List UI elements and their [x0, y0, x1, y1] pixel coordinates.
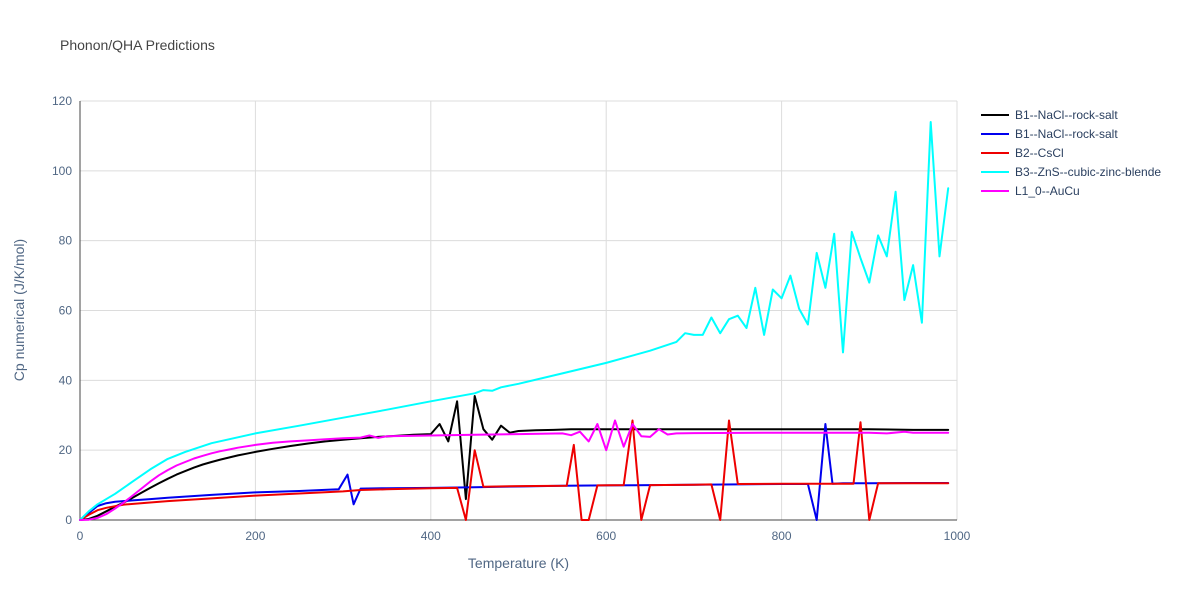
- x-tick-label: 1000: [944, 529, 971, 543]
- y-tick-label: 20: [59, 443, 73, 457]
- plot-area: [79, 121, 950, 521]
- legend-item-2[interactable]: B2--CsCl: [981, 146, 1064, 160]
- tick-labels: 0 200 400 600 800 1000 0 20 40 60 80 100 120: [52, 94, 971, 543]
- y-tick-label: 80: [59, 234, 73, 248]
- y-tick-label: 120: [52, 94, 72, 108]
- axes: [79, 101, 957, 521]
- y-axis-title: Cp numerical (J/K/mol): [11, 239, 27, 381]
- legend-label: B2--CsCl: [1015, 146, 1064, 160]
- legend-label: B1--NaCl--rock-salt: [1015, 127, 1118, 141]
- legend-label: L1_0--AuCu: [1015, 184, 1080, 198]
- series-line-1: [79, 423, 950, 521]
- y-tick-label: 60: [59, 304, 73, 318]
- y-tick-label: 40: [59, 373, 73, 387]
- legend-item-4[interactable]: L1_0--AuCu: [981, 184, 1080, 198]
- series-line-2: [79, 419, 950, 521]
- series-line-0: [79, 395, 950, 521]
- x-axis-title: Temperature (K): [468, 555, 569, 571]
- y-tick-label: 100: [52, 164, 72, 178]
- series-line-4: [79, 419, 950, 521]
- x-tick-label: 800: [772, 529, 792, 543]
- series-line-3: [79, 121, 950, 521]
- legend-item-3[interactable]: B3--ZnS--cubic-zinc-blende: [981, 165, 1161, 179]
- x-tick-label: 0: [77, 529, 84, 543]
- x-tick-label: 200: [245, 529, 265, 543]
- legend-label: B1--NaCl--rock-salt: [1015, 108, 1118, 122]
- legend-item-1[interactable]: B1--NaCl--rock-salt: [981, 127, 1118, 141]
- legend[interactable]: B1--NaCl--rock-salt B1--NaCl--rock-salt B2…: [981, 108, 1161, 198]
- chart-title: Phonon/QHA Predictions: [60, 37, 215, 53]
- legend-label: B3--ZnS--cubic-zinc-blende: [1015, 165, 1161, 179]
- grid: [80, 100, 958, 520]
- y-tick-label: 0: [65, 513, 72, 527]
- legend-item-0[interactable]: B1--NaCl--rock-salt: [981, 108, 1118, 122]
- x-tick-label: 400: [421, 529, 441, 543]
- x-tick-label: 600: [596, 529, 616, 543]
